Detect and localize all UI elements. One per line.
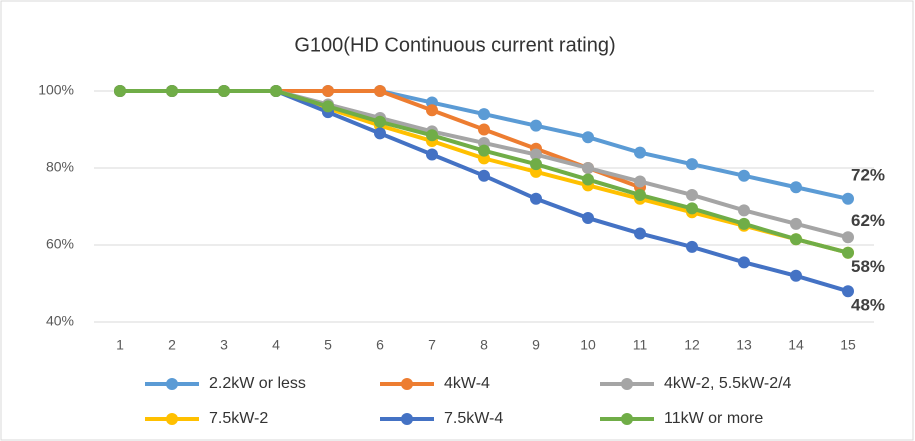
value-label: 58%: [851, 257, 885, 276]
data-point: [738, 169, 750, 182]
data-point: [530, 192, 542, 205]
data-point: [582, 162, 594, 174]
x-tick-label: 8: [480, 337, 488, 353]
x-tick-label: 12: [684, 337, 700, 353]
data-point: [218, 85, 230, 97]
x-tick-label: 3: [220, 337, 228, 353]
data-point: [374, 127, 386, 140]
data-point: [530, 158, 542, 171]
data-point: [686, 158, 698, 171]
data-point: [738, 256, 750, 269]
data-point: [426, 129, 438, 142]
legend-marker: [401, 413, 413, 425]
chart-title: G100(HD Continuous current rating): [294, 34, 615, 56]
data-point: [582, 212, 594, 225]
data-point: [842, 246, 854, 259]
y-tick-label: 80%: [46, 159, 74, 175]
data-point: [842, 231, 854, 244]
x-tick-label: 14: [788, 337, 804, 353]
data-point: [166, 85, 178, 97]
data-point: [478, 144, 490, 157]
data-point: [530, 148, 542, 161]
y-tick-label: 60%: [46, 236, 74, 252]
legend-marker: [401, 378, 413, 390]
data-point: [842, 285, 854, 298]
x-tick-label: 13: [736, 337, 752, 353]
data-point: [478, 108, 490, 121]
value-label: 62%: [851, 211, 885, 230]
x-tick-label: 2: [168, 337, 176, 353]
x-tick-label: 15: [840, 337, 856, 353]
x-tick-label: 10: [580, 337, 596, 353]
data-point: [478, 169, 490, 182]
data-point: [790, 217, 802, 230]
value-label: 72%: [851, 165, 885, 184]
value-label: 48%: [851, 296, 885, 315]
legend-label: 7.5kW-2: [209, 410, 268, 427]
data-point: [686, 188, 698, 201]
data-point: [426, 104, 438, 117]
legend-marker: [621, 378, 633, 390]
data-point: [270, 85, 282, 97]
x-tick-label: 5: [324, 337, 332, 353]
x-tick-label: 7: [428, 337, 436, 353]
data-point: [634, 175, 646, 188]
data-point: [374, 115, 386, 128]
x-tick-label: 6: [376, 337, 384, 353]
y-tick-label: 40%: [46, 313, 74, 329]
data-point: [790, 233, 802, 246]
data-point: [582, 173, 594, 186]
data-point: [634, 227, 646, 240]
data-point: [634, 188, 646, 201]
legend-marker: [621, 413, 633, 425]
legend-label: 4kW-4: [444, 375, 490, 392]
x-tick-label: 9: [532, 337, 540, 353]
data-point: [686, 240, 698, 253]
data-point: [322, 100, 334, 113]
legend-label: 2.2kW or less: [209, 375, 306, 392]
legend-marker: [166, 378, 178, 390]
data-point: [322, 85, 334, 97]
y-tick-label: 100%: [38, 82, 74, 98]
data-point: [686, 202, 698, 215]
data-point: [374, 85, 386, 97]
data-point: [790, 269, 802, 282]
x-tick-label: 1: [116, 337, 124, 353]
x-tick-label: 11: [633, 337, 648, 353]
data-point: [426, 148, 438, 161]
data-point: [634, 146, 646, 159]
legend-marker: [166, 413, 178, 425]
data-point: [582, 131, 594, 144]
x-tick-label: 4: [272, 337, 280, 353]
legend-label: 4kW-2, 5.5kW-2/4: [664, 375, 792, 392]
data-point: [790, 181, 802, 194]
legend-label: 11kW or more: [664, 410, 763, 427]
data-point: [530, 119, 542, 132]
data-point: [842, 192, 854, 205]
data-point: [738, 204, 750, 217]
data-point: [738, 217, 750, 230]
data-point: [478, 123, 490, 136]
legend-label: 7.5kW-4: [444, 410, 503, 427]
data-point: [114, 85, 126, 97]
